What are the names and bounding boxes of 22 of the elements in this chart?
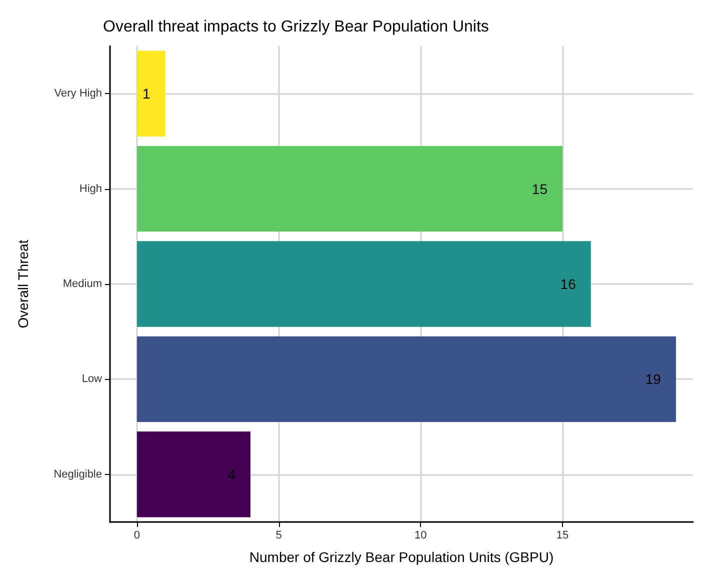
data-label: 15: [532, 180, 548, 197]
y-tick-label: Medium: [62, 278, 102, 290]
data-label: 1: [142, 86, 151, 102]
y-axis-title: Overall Threat: [15, 240, 31, 328]
bar: [136, 146, 562, 232]
data-label: 4: [228, 466, 236, 482]
x-tick-label: 15: [556, 530, 569, 542]
x-tick-label: 5: [276, 530, 282, 542]
bar: [136, 241, 591, 327]
data-label: 19: [645, 371, 662, 388]
x-tick-label: 10: [414, 530, 427, 542]
chart-title: Overall threat impacts to Grizzly Bear Population Units: [103, 18, 489, 36]
x-tick-label: 0: [134, 530, 140, 542]
bar: [136, 432, 250, 518]
data-label: 16: [560, 276, 576, 292]
y-tick-label: Low: [82, 373, 102, 386]
y-tick-label: High: [79, 182, 102, 195]
x-axis-title: Number of Grizzly Bear Population Units (GBPU): [249, 549, 554, 565]
y-tick-label: Negligible: [54, 468, 102, 480]
bar: [136, 336, 676, 422]
y-tick-label: Very High: [54, 88, 102, 100]
bar: [136, 50, 166, 136]
